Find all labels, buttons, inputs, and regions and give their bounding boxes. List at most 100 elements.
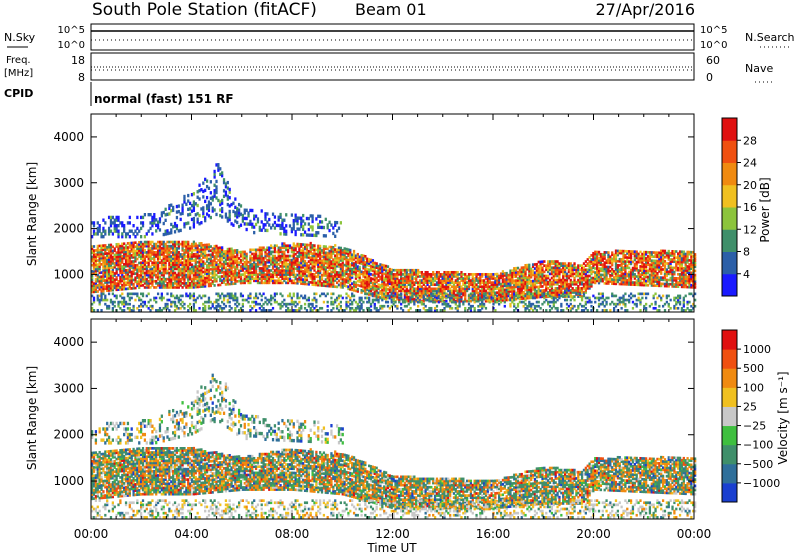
range-cell	[151, 246, 154, 250]
range-cell	[96, 267, 99, 271]
range-cell	[286, 269, 290, 272]
range-cell	[128, 266, 131, 270]
range-cell	[516, 272, 520, 276]
range-cell	[345, 260, 348, 263]
range-cell	[177, 204, 180, 208]
range-cell	[100, 298, 103, 302]
range-cell	[409, 300, 412, 304]
range-cell	[505, 286, 508, 289]
range-cell	[420, 270, 424, 274]
range-cell	[334, 220, 337, 225]
range-cell	[424, 304, 427, 308]
range-cell	[522, 280, 525, 284]
range-cell	[211, 247, 214, 250]
range-cell	[119, 281, 122, 285]
range-cell	[234, 278, 237, 281]
range-cell	[224, 190, 228, 194]
range-cell	[132, 253, 135, 257]
range-cell	[96, 221, 99, 225]
range-cell	[394, 268, 397, 272]
range-cell	[401, 300, 405, 304]
range-cell	[305, 233, 309, 237]
range-cell	[183, 242, 186, 246]
range-cell	[452, 275, 456, 278]
range-cell	[471, 287, 474, 291]
range-cell	[175, 257, 179, 260]
range-cell	[390, 292, 393, 296]
range-cell	[175, 224, 179, 228]
range-cell	[221, 262, 224, 266]
range-cell	[147, 279, 150, 283]
range-cell	[467, 285, 471, 289]
range-cell	[398, 273, 401, 276]
range-cell	[224, 254, 228, 257]
range-cell	[221, 246, 224, 249]
range-cell	[168, 240, 171, 244]
range-cell	[492, 287, 495, 291]
range-cell	[172, 242, 175, 246]
range-cell	[484, 296, 488, 300]
range-cell	[407, 309, 410, 312]
range-cell	[104, 272, 107, 276]
range-cell	[396, 291, 399, 295]
range-cell	[124, 246, 128, 250]
range-cell	[209, 259, 212, 263]
range-cell	[166, 212, 169, 217]
range-cell	[330, 309, 333, 312]
range-cell	[215, 304, 218, 308]
range-cell	[366, 267, 369, 271]
range-cell	[273, 226, 277, 230]
range-cell	[505, 278, 508, 281]
range-cell	[175, 210, 179, 214]
range-cell	[271, 223, 275, 227]
range-cell	[460, 270, 463, 274]
range-cell	[298, 216, 301, 220]
range-cell	[91, 288, 94, 292]
range-cell	[347, 254, 350, 258]
range-cell	[138, 298, 141, 302]
range-cell	[117, 282, 120, 285]
range-cell	[253, 248, 256, 252]
range-cell	[464, 273, 467, 276]
range-cell	[494, 277, 497, 280]
range-cell	[283, 250, 286, 254]
range-cell	[305, 268, 309, 272]
range-cell	[520, 280, 523, 284]
range-cell	[226, 216, 229, 221]
range-cell	[177, 261, 180, 265]
range-cell	[273, 244, 277, 248]
range-cell	[202, 195, 205, 199]
range-cell	[239, 261, 243, 264]
range-cell	[211, 261, 214, 265]
range-cell	[292, 256, 295, 260]
range-cell	[215, 277, 218, 281]
range-cell	[334, 250, 337, 253]
range-cell	[270, 302, 273, 306]
range-cell	[441, 279, 444, 282]
range-cell	[215, 261, 218, 264]
range-cell	[247, 273, 250, 276]
range-cell	[185, 267, 188, 271]
range-cell	[232, 282, 235, 286]
range-cell	[319, 279, 322, 283]
range-cell	[258, 262, 261, 266]
range-cell	[266, 275, 269, 278]
range-cell	[107, 229, 111, 233]
range-cell	[275, 260, 278, 264]
range-cell	[109, 215, 113, 220]
range-cell	[194, 244, 197, 248]
range-cell	[196, 195, 199, 199]
range-cell	[106, 254, 109, 257]
range-cell	[207, 200, 211, 204]
range-cell	[164, 257, 167, 260]
range-cell	[322, 274, 326, 277]
range-cell	[143, 240, 147, 244]
range-cell	[371, 292, 375, 296]
range-cell	[96, 244, 99, 248]
range-cell	[290, 269, 294, 272]
range-cell	[477, 291, 480, 295]
range-cell	[324, 270, 327, 273]
range-cell	[217, 252, 220, 256]
range-cell	[516, 296, 520, 300]
range-cell	[221, 306, 224, 310]
